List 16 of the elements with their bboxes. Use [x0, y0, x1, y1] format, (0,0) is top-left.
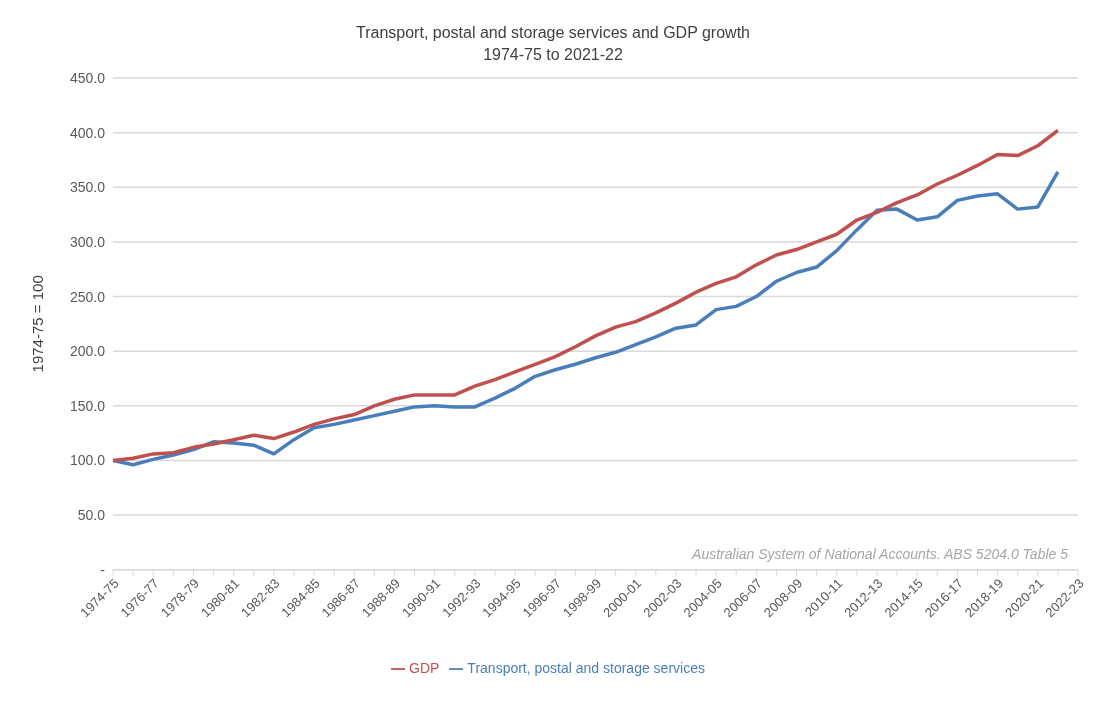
- chart-title: Transport, postal and storage services and GDP growth: [355, 23, 751, 43]
- y-tick-label: 400.0: [69, 124, 106, 141]
- y-tick-label: 450.0: [69, 69, 106, 86]
- y-tick-label: 200.0: [69, 343, 106, 360]
- y-tick-label: 250.0: [69, 288, 106, 305]
- y-axis-title: 1974-75 = 100: [29, 275, 47, 373]
- annotation: Australian System of National Accounts. ABS 5204.0 Table 5: [692, 546, 1068, 562]
- y-tick-label: 150.0: [69, 397, 106, 414]
- y-tick-label: 350.0: [69, 179, 106, 196]
- y-tick-label: -: [100, 561, 106, 578]
- legend-label: Transport, postal and storage services: [467, 659, 705, 676]
- y-tick-label: 50.0: [77, 507, 106, 524]
- chart-subtitle: 1974-75 to 2021-22: [482, 45, 624, 65]
- y-tick-label: 100.0: [69, 452, 106, 469]
- y-tick-label: 300.0: [69, 233, 106, 250]
- legend-label: GDP: [409, 659, 440, 676]
